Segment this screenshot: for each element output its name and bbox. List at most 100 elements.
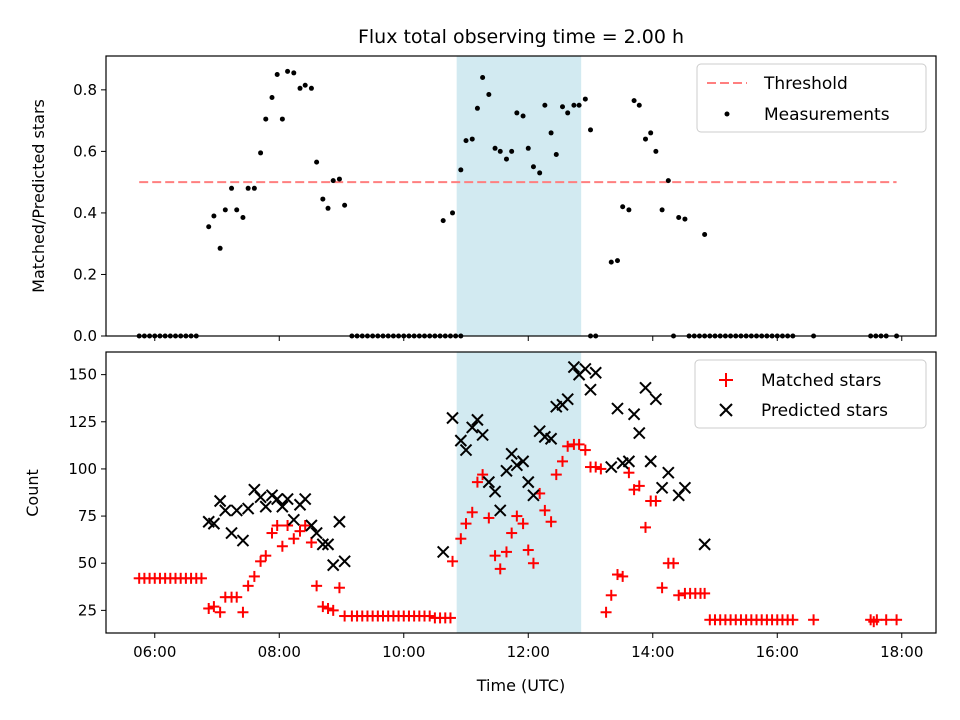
predicted-star-point bbox=[446, 411, 459, 425]
bottom-highlight-window bbox=[456, 352, 582, 633]
predicted-star-point bbox=[627, 408, 641, 421]
predicted-star-point bbox=[265, 489, 279, 502]
measurement-point bbox=[653, 148, 659, 154]
bottom-ytick-label: 150 bbox=[68, 366, 97, 384]
measurement-point bbox=[240, 215, 246, 221]
bottom-xtick-label: 06:00 bbox=[133, 643, 176, 661]
matched-star-point bbox=[640, 521, 651, 533]
measurement-point bbox=[302, 82, 308, 88]
predicted-star-point bbox=[622, 455, 636, 468]
matched-star-point bbox=[248, 570, 260, 582]
measurement-point bbox=[548, 130, 554, 136]
matched-star-point bbox=[673, 589, 685, 601]
predicted-star-point bbox=[270, 492, 284, 506]
legend-measurements-swatch bbox=[724, 111, 730, 117]
measurement-point bbox=[626, 207, 632, 213]
top-x-ticks bbox=[154, 336, 903, 341]
matched-star-point bbox=[650, 495, 662, 507]
matched-star-point bbox=[517, 518, 529, 530]
matched-star-point bbox=[808, 614, 820, 626]
measurement-point bbox=[336, 176, 342, 182]
predicted-star-point bbox=[698, 538, 711, 551]
matched-star-point bbox=[579, 444, 591, 456]
predicted-star-point bbox=[321, 538, 335, 551]
bottom-xtick-label: 08:00 bbox=[258, 643, 301, 661]
matched-star-point bbox=[880, 614, 892, 626]
top-y-axis-label: Matched/Predicted stars bbox=[29, 99, 48, 293]
measurement-point bbox=[702, 231, 708, 237]
legend-predicted-swatch bbox=[719, 403, 733, 417]
matched-star-point bbox=[466, 506, 478, 518]
measurement-point bbox=[530, 164, 536, 170]
measurement-point bbox=[576, 102, 582, 108]
predicted-star-point bbox=[338, 555, 351, 568]
predicted-star-point bbox=[611, 402, 624, 415]
measurement-point bbox=[325, 205, 331, 211]
matched-star-point bbox=[444, 612, 456, 624]
matched-star-point bbox=[214, 606, 226, 618]
predicted-star-point bbox=[505, 447, 518, 461]
matched-star-point bbox=[600, 606, 612, 618]
predicted-star-point bbox=[207, 517, 221, 530]
bottom-ytick-label: 50 bbox=[78, 554, 97, 572]
matched-star-point bbox=[276, 540, 288, 552]
predicted-star-point bbox=[281, 492, 294, 506]
measurement-point bbox=[614, 258, 620, 264]
measurement-point bbox=[245, 185, 251, 191]
top-panel: 0.0 0.2 0.4 0.6 0.8 Flux total observing tim… bbox=[29, 26, 937, 345]
measurement-point bbox=[631, 98, 637, 104]
predicted-star-point bbox=[589, 366, 602, 379]
matched-star-point bbox=[455, 533, 467, 545]
bottom-predicted-group bbox=[202, 360, 711, 572]
predicted-star-point bbox=[494, 504, 507, 517]
matched-star-point bbox=[656, 582, 668, 594]
matched-star-point bbox=[787, 614, 799, 626]
legend-measurements-label: Measurements bbox=[764, 105, 890, 125]
measurement-point bbox=[234, 207, 240, 213]
measurement-point bbox=[486, 91, 492, 97]
matched-star-point bbox=[494, 563, 506, 575]
top-axes-frame bbox=[105, 55, 937, 337]
measurement-point bbox=[229, 185, 235, 191]
predicted-star-point bbox=[241, 502, 255, 515]
matched-star-point bbox=[590, 461, 602, 473]
matched-star-point bbox=[522, 544, 534, 556]
top-legend-box bbox=[696, 63, 927, 133]
measurement-point bbox=[314, 159, 320, 165]
matched-star-point bbox=[288, 533, 300, 545]
bottom-matched-group bbox=[133, 438, 903, 628]
matched-star-point bbox=[311, 580, 323, 592]
matched-star-point bbox=[322, 602, 334, 614]
bottom-y-ticks: 25 50 75 100 125 150 bbox=[68, 366, 106, 619]
predicted-star-point bbox=[605, 460, 618, 474]
bottom-panel: 25 50 75 100 125 150 06:00 08:00 10:00 12:00 14:0… bbox=[23, 351, 937, 695]
measurement-point bbox=[469, 136, 475, 142]
predicted-star-point bbox=[287, 513, 300, 527]
bottom-axes-frame bbox=[105, 351, 937, 634]
top-ytick-label: 0.0 bbox=[73, 327, 97, 345]
predicted-star-point bbox=[579, 362, 592, 376]
matched-star-point bbox=[633, 480, 645, 492]
predicted-star-point bbox=[678, 481, 692, 494]
measurement-point bbox=[560, 104, 565, 110]
measurement-point bbox=[620, 204, 626, 210]
predicted-star-point bbox=[662, 466, 675, 479]
matched-star-point bbox=[527, 557, 539, 569]
top-legend: Threshold Measurements bbox=[696, 63, 927, 133]
measurement-point bbox=[330, 178, 336, 184]
matched-star-point bbox=[477, 469, 489, 481]
measurement-point bbox=[492, 145, 498, 151]
measurement-point bbox=[514, 110, 520, 116]
top-y-ticks: 0.0 0.2 0.4 0.6 0.8 bbox=[73, 81, 106, 345]
bottom-ytick-label: 25 bbox=[78, 601, 97, 619]
predicted-star-point bbox=[527, 489, 540, 502]
predicted-star-point bbox=[488, 485, 502, 498]
bottom-xtick-label: 10:00 bbox=[382, 643, 425, 661]
matched-star-point bbox=[294, 525, 306, 537]
matched-star-point bbox=[557, 455, 568, 467]
bottom-y-axis-label: Count bbox=[23, 469, 42, 517]
measurement-point bbox=[636, 102, 642, 108]
matched-star-point bbox=[573, 438, 585, 450]
measurement-point bbox=[659, 207, 665, 213]
matched-star-point bbox=[447, 555, 459, 567]
